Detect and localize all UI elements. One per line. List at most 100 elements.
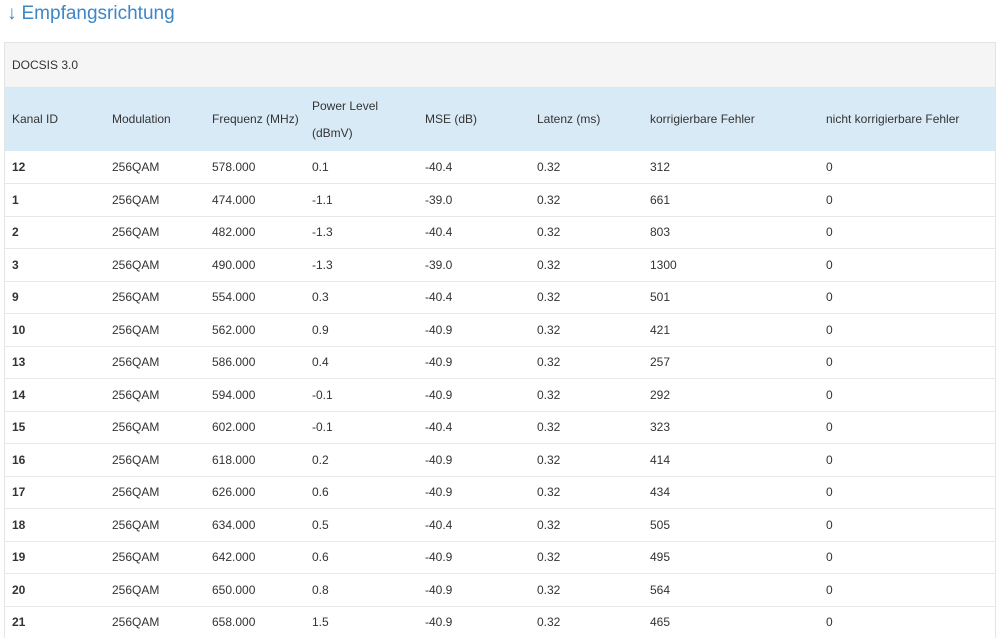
cell-modulation: 256QAM (112, 420, 160, 435)
cell-nicht-korrigierbare-fehler: 0 (826, 322, 833, 337)
cell-latenz: 0.32 (537, 550, 561, 565)
table-row: 17 256QAM 626.000 0.6 -40.9 0.32 434 0 (5, 476, 995, 509)
cell-power-level: 1.5 (312, 615, 329, 630)
cell-power-level: -0.1 (312, 387, 333, 402)
cell-korrigierbare-fehler: 421 (650, 322, 671, 337)
cell-latenz: 0.32 (537, 420, 561, 435)
cell-latenz: 0.32 (537, 387, 561, 402)
cell-latenz: 0.32 (537, 452, 561, 467)
cell-latenz: 0.32 (537, 615, 561, 630)
cell-frequenz: 658.000 (212, 615, 256, 630)
cell-mse: -40.9 (425, 355, 453, 370)
cell-latenz: 0.32 (537, 355, 561, 370)
cell-mse: -40.9 (425, 322, 453, 337)
column-header-power-level: Power Level (dBmV) (312, 98, 379, 140)
table-row: 15 256QAM 602.000 -0.1 -40.4 0.32 323 0 (5, 411, 995, 444)
table-row: 2 256QAM 482.000 -1.3 -40.4 0.32 803 0 (5, 216, 995, 249)
cell-latenz: 0.32 (537, 257, 561, 272)
panel-header: DOCSIS 3.0 (5, 43, 995, 88)
cell-frequenz: 634.000 (212, 517, 256, 532)
cell-frequenz: 642.000 (212, 550, 256, 565)
cell-kanal-id: 21 (12, 615, 26, 630)
cell-kanal-id: 14 (12, 387, 26, 402)
cell-modulation: 256QAM (112, 550, 160, 565)
section-heading[interactable]: ↓ Empfangsrichtung (7, 1, 175, 27)
cell-power-level: -1.3 (312, 225, 333, 240)
cell-frequenz: 594.000 (212, 387, 256, 402)
cell-modulation: 256QAM (112, 517, 160, 532)
cell-korrigierbare-fehler: 495 (650, 550, 671, 565)
cell-frequenz: 602.000 (212, 420, 256, 435)
column-header-kanal-id: Kanal ID (12, 112, 59, 126)
table-row: 1 256QAM 474.000 -1.1 -39.0 0.32 661 0 (5, 184, 995, 216)
cell-korrigierbare-fehler: 323 (650, 420, 671, 435)
column-header-latenz: Latenz (ms) (537, 112, 601, 126)
cell-korrigierbare-fehler: 661 (650, 192, 671, 207)
table-row: 21 256QAM 658.000 1.5 -40.9 0.32 465 0 (5, 606, 995, 638)
cell-kanal-id: 17 (12, 485, 26, 500)
cell-kanal-id: 3 (12, 257, 19, 272)
cell-kanal-id: 16 (12, 452, 26, 467)
cell-kanal-id: 15 (12, 420, 26, 435)
cell-power-level: 0.8 (312, 582, 329, 597)
cell-modulation: 256QAM (112, 257, 160, 272)
cell-nicht-korrigierbare-fehler: 0 (826, 517, 833, 532)
cell-modulation: 256QAM (112, 615, 160, 630)
cell-mse: -40.9 (425, 387, 453, 402)
table-row: 19 256QAM 642.000 0.6 -40.9 0.32 495 0 (5, 541, 995, 574)
cell-latenz: 0.32 (537, 485, 561, 500)
cell-frequenz: 482.000 (212, 225, 256, 240)
cell-nicht-korrigierbare-fehler: 0 (826, 290, 833, 305)
cell-frequenz: 578.000 (212, 160, 256, 174)
cell-kanal-id: 20 (12, 582, 26, 597)
cell-korrigierbare-fehler: 803 (650, 225, 671, 240)
cell-power-level: 0.3 (312, 290, 329, 305)
cell-mse: -40.9 (425, 615, 453, 630)
cell-nicht-korrigierbare-fehler: 0 (826, 160, 833, 174)
cell-power-level: 0.9 (312, 322, 329, 337)
cell-latenz: 0.32 (537, 582, 561, 597)
cell-nicht-korrigierbare-fehler: 0 (826, 582, 833, 597)
table-row: 3 256QAM 490.000 -1.3 -39.0 0.32 1300 0 (5, 249, 995, 281)
table-body: 12 256QAM 578.000 0.1 -40.4 0.32 312 0 1 256QAM 47… (5, 151, 995, 638)
cell-nicht-korrigierbare-fehler: 0 (826, 387, 833, 402)
cell-mse: -39.0 (425, 192, 453, 207)
cell-nicht-korrigierbare-fehler: 0 (826, 615, 833, 630)
cell-latenz: 0.32 (537, 225, 561, 240)
docsis-panel: DOCSIS 3.0 Kanal ID Modulation Frequenz … (4, 42, 996, 638)
cell-latenz: 0.32 (537, 192, 561, 207)
table-row: 12 256QAM 578.000 0.1 -40.4 0.32 312 0 (5, 151, 995, 184)
table-header-row: Kanal ID Modulation Frequenz (MHz) Power… (5, 88, 995, 151)
table-row: 20 256QAM 650.000 0.8 -40.9 0.32 564 0 (5, 574, 995, 606)
column-header-frequenz: Frequenz (MHz) (212, 112, 299, 126)
cell-power-level: -1.3 (312, 257, 333, 272)
cell-frequenz: 586.000 (212, 355, 256, 370)
cell-frequenz: 650.000 (212, 582, 256, 597)
cell-kanal-id: 1 (12, 192, 19, 207)
table-row: 16 256QAM 618.000 0.2 -40.9 0.32 414 0 (5, 444, 995, 476)
cell-latenz: 0.32 (537, 322, 561, 337)
cell-kanal-id: 13 (12, 355, 26, 370)
cell-power-level: -1.1 (312, 192, 333, 207)
cell-power-level: 0.5 (312, 517, 329, 532)
cell-modulation: 256QAM (112, 387, 160, 402)
cell-korrigierbare-fehler: 1300 (650, 257, 677, 272)
panel-title: DOCSIS 3.0 (12, 58, 79, 72)
cell-modulation: 256QAM (112, 192, 160, 207)
cell-mse: -40.9 (425, 485, 453, 500)
cell-nicht-korrigierbare-fehler: 0 (826, 550, 833, 565)
cell-power-level: 0.4 (312, 355, 329, 370)
cell-modulation: 256QAM (112, 160, 160, 174)
cell-latenz: 0.32 (537, 290, 561, 305)
cell-power-level: 0.6 (312, 485, 329, 500)
cell-korrigierbare-fehler: 292 (650, 387, 671, 402)
cell-kanal-id: 9 (12, 290, 19, 305)
cell-kanal-id: 19 (12, 550, 26, 565)
cell-nicht-korrigierbare-fehler: 0 (826, 485, 833, 500)
cell-mse: -40.4 (425, 420, 453, 435)
cell-modulation: 256QAM (112, 355, 160, 370)
cell-frequenz: 490.000 (212, 257, 256, 272)
cell-kanal-id: 10 (12, 322, 26, 337)
table-row: 13 256QAM 586.000 0.4 -40.9 0.32 257 0 (5, 346, 995, 379)
